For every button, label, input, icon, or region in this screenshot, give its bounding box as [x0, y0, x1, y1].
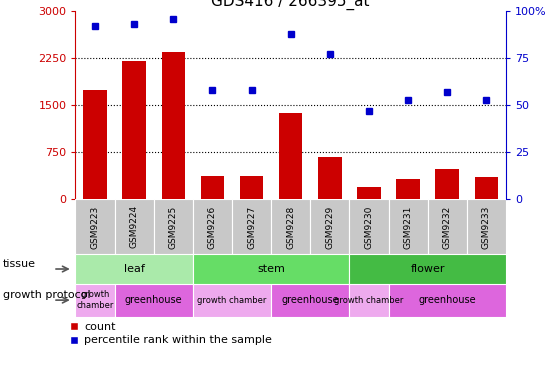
Text: stem: stem	[257, 264, 285, 274]
Title: GDS416 / 266395_at: GDS416 / 266395_at	[211, 0, 370, 10]
Bar	[349, 254, 506, 284]
Bar	[435, 169, 459, 199]
Bar	[193, 284, 271, 317]
Bar	[389, 199, 428, 254]
Bar	[349, 284, 389, 317]
Bar	[389, 284, 506, 317]
Bar	[162, 52, 185, 199]
Text: growth chamber: growth chamber	[334, 296, 404, 305]
Bar	[154, 199, 193, 254]
Text: GSM9227: GSM9227	[247, 205, 256, 249]
Text: tissue: tissue	[3, 258, 36, 269]
Bar	[271, 284, 349, 317]
Bar	[75, 199, 115, 254]
Text: GSM9226: GSM9226	[208, 205, 217, 249]
Bar	[193, 199, 232, 254]
Bar	[467, 199, 506, 254]
Bar	[122, 61, 146, 199]
Text: GSM9224: GSM9224	[130, 205, 139, 249]
Text: GSM9228: GSM9228	[286, 205, 295, 249]
Text: GSM9230: GSM9230	[364, 205, 373, 249]
Bar	[201, 176, 224, 199]
Bar	[193, 254, 349, 284]
Text: GSM9233: GSM9233	[482, 205, 491, 249]
Bar	[279, 113, 302, 199]
Text: GSM9231: GSM9231	[404, 205, 413, 249]
Text: greenhouse: greenhouse	[418, 295, 476, 305]
Bar	[75, 254, 193, 284]
Text: GSM9225: GSM9225	[169, 205, 178, 249]
Bar	[318, 157, 342, 199]
Bar	[428, 199, 467, 254]
Bar	[232, 199, 271, 254]
Bar	[83, 90, 107, 199]
Legend: count, percentile rank within the sample: count, percentile rank within the sample	[70, 322, 272, 346]
Text: GSM9223: GSM9223	[91, 205, 100, 249]
Bar	[349, 199, 389, 254]
Bar	[115, 284, 193, 317]
Text: greenhouse: greenhouse	[125, 295, 183, 305]
Text: GSM9229: GSM9229	[325, 205, 334, 249]
Text: growth
chamber: growth chamber	[77, 290, 113, 310]
Bar	[240, 176, 263, 199]
Bar	[75, 284, 115, 317]
Bar	[310, 199, 349, 254]
Text: flower: flower	[410, 264, 445, 274]
Bar	[357, 187, 381, 199]
Text: growth protocol: growth protocol	[3, 290, 91, 300]
Text: greenhouse: greenhouse	[281, 295, 339, 305]
Bar	[115, 199, 154, 254]
Text: growth chamber: growth chamber	[197, 296, 267, 305]
Bar	[271, 199, 310, 254]
Bar	[396, 179, 420, 199]
Bar	[475, 178, 498, 199]
Text: leaf: leaf	[124, 264, 145, 274]
Text: GSM9232: GSM9232	[443, 205, 452, 249]
